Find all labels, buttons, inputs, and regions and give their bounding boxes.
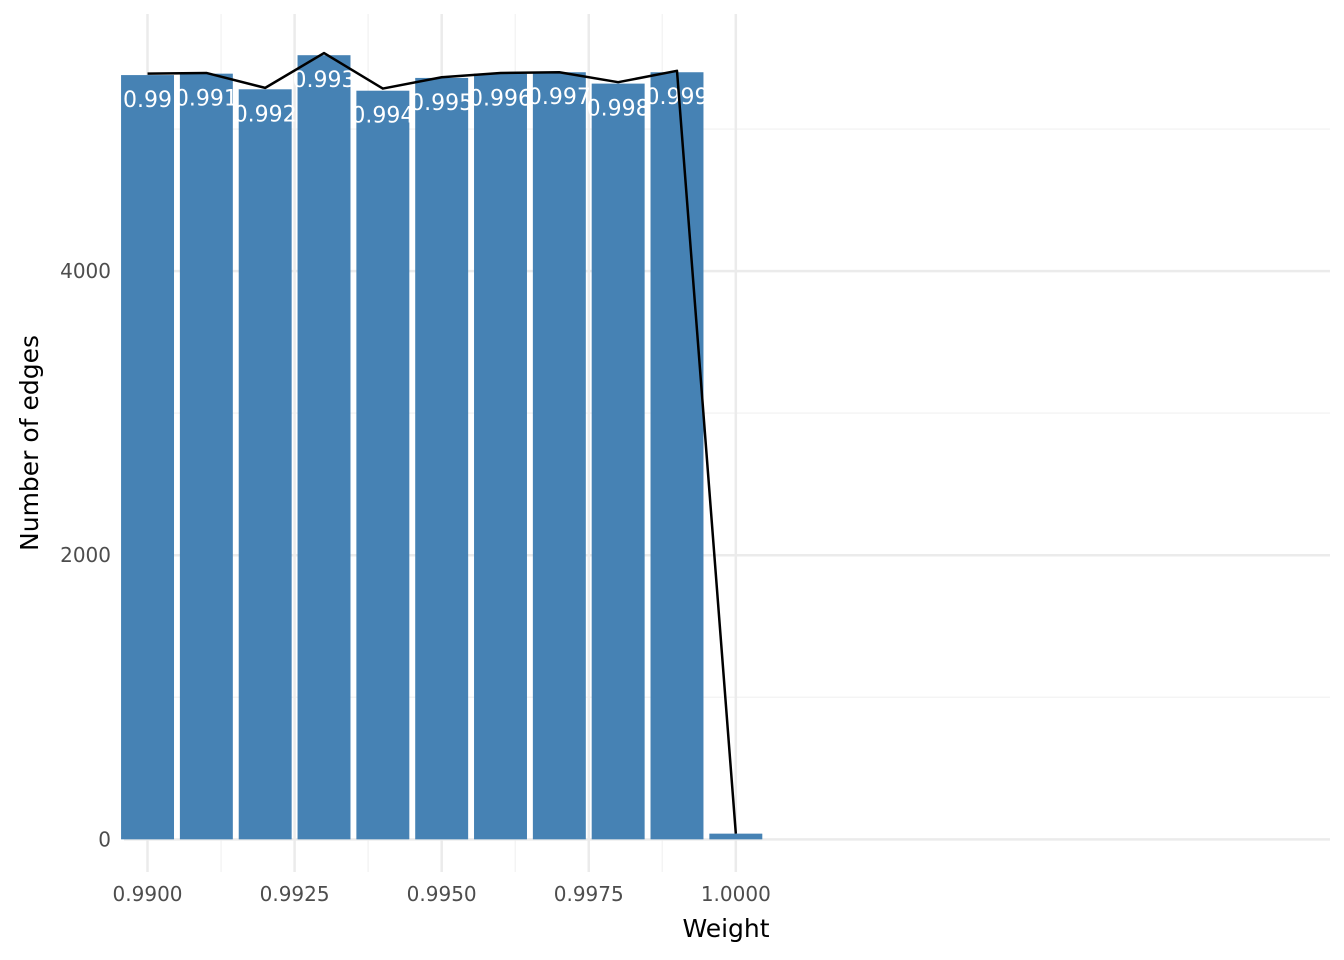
bar-labels: 0.99 0.9910.9920.9930.9940.9950.9960.9970… — [123, 68, 708, 129]
bar-value-label: 0.996 — [469, 87, 532, 112]
y-tick-label: 4000 — [60, 259, 111, 283]
bar-value-label: 0.994 — [351, 104, 414, 129]
bar-value-label: 0.99 — [123, 88, 172, 113]
bar-value-label: 0.993 — [293, 68, 356, 93]
bar-value-label: 0.997 — [528, 85, 591, 110]
line-series — [147, 51, 738, 834]
bar — [356, 90, 410, 840]
bar — [121, 75, 175, 840]
x-tick-label: 0.9975 — [554, 882, 624, 906]
bar-value-label: 0.995 — [410, 91, 473, 116]
bar — [532, 72, 586, 840]
bar-value-label: 0.999 — [646, 85, 709, 110]
x-tick-label: 0.9950 — [407, 882, 477, 906]
x-axis-title: Weight — [682, 914, 769, 943]
bar — [297, 55, 351, 840]
x-tick-labels: 0.9900 0.9925 0.9950 0.9975 1.0000 — [113, 882, 771, 906]
bar — [709, 833, 763, 840]
bar-value-label: 0.991 — [175, 87, 238, 112]
x-tick-label: 0.9900 — [113, 882, 183, 906]
bar-value-label: 0.998 — [587, 97, 650, 122]
bar-value-label: 0.992 — [234, 102, 297, 127]
bar — [415, 77, 469, 840]
bars — [121, 55, 763, 840]
x-tick-label: 0.9925 — [260, 882, 330, 906]
y-tick-labels: 0 2000 4000 — [60, 259, 111, 851]
y-tick-label: 0 — [98, 827, 111, 851]
bar — [238, 89, 292, 840]
x-tick-label: 1.0000 — [701, 882, 771, 906]
trend-line — [147, 51, 738, 834]
bar — [474, 73, 527, 840]
bar — [650, 72, 704, 840]
bar — [179, 73, 233, 840]
bar — [591, 83, 645, 840]
y-tick-label: 2000 — [60, 543, 111, 567]
y-axis-title: Number of edges — [15, 335, 44, 551]
